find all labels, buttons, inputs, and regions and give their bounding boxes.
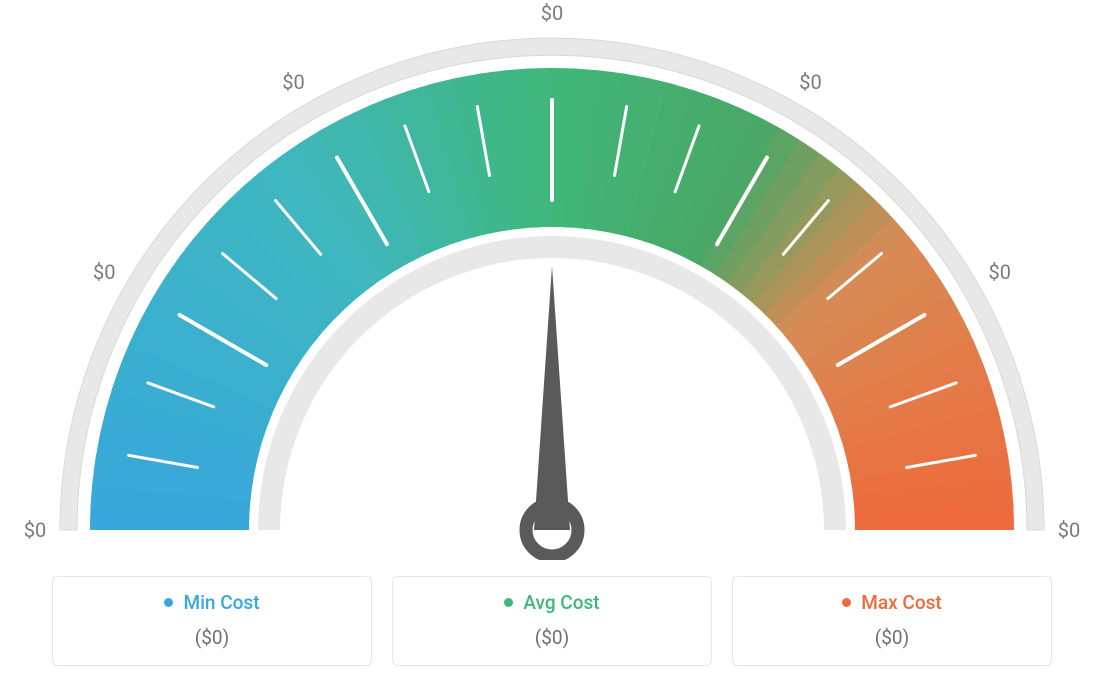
legend-dot-avg [504, 598, 513, 607]
legend-title-avg: Avg Cost [504, 591, 599, 614]
legend-title-max: Max Cost [842, 591, 941, 614]
gauge-tick-label: $0 [799, 70, 821, 94]
gauge-tick-label: $0 [988, 260, 1010, 284]
gauge-tick-label: $0 [93, 260, 115, 284]
legend-label-min: Min Cost [183, 591, 259, 614]
gauge-chart: $0 $0 $0 $0 $0 $0 $0 [0, 0, 1104, 560]
legend-row: Min Cost ($0) Avg Cost ($0) Max Cost ($0… [0, 576, 1104, 666]
gauge-svg [0, 0, 1104, 560]
cost-gauge-container: $0 $0 $0 $0 $0 $0 $0 Min Cost ($0) Avg Cost ($… [0, 0, 1104, 690]
legend-label-max: Max Cost [861, 591, 941, 614]
gauge-tick-label: $0 [1058, 518, 1080, 542]
gauge-tick-label: $0 [541, 1, 563, 25]
legend-card-avg: Avg Cost ($0) [392, 576, 712, 666]
legend-value-max: ($0) [743, 626, 1041, 649]
legend-dot-min [164, 598, 173, 607]
gauge-tick-label: $0 [24, 518, 46, 542]
legend-title-min: Min Cost [164, 591, 259, 614]
gauge-tick-label: $0 [282, 70, 304, 94]
legend-value-avg: ($0) [403, 626, 701, 649]
legend-card-max: Max Cost ($0) [732, 576, 1052, 666]
legend-card-min: Min Cost ($0) [52, 576, 372, 666]
legend-dot-max [842, 598, 851, 607]
legend-label-avg: Avg Cost [523, 591, 599, 614]
legend-value-min: ($0) [63, 626, 361, 649]
